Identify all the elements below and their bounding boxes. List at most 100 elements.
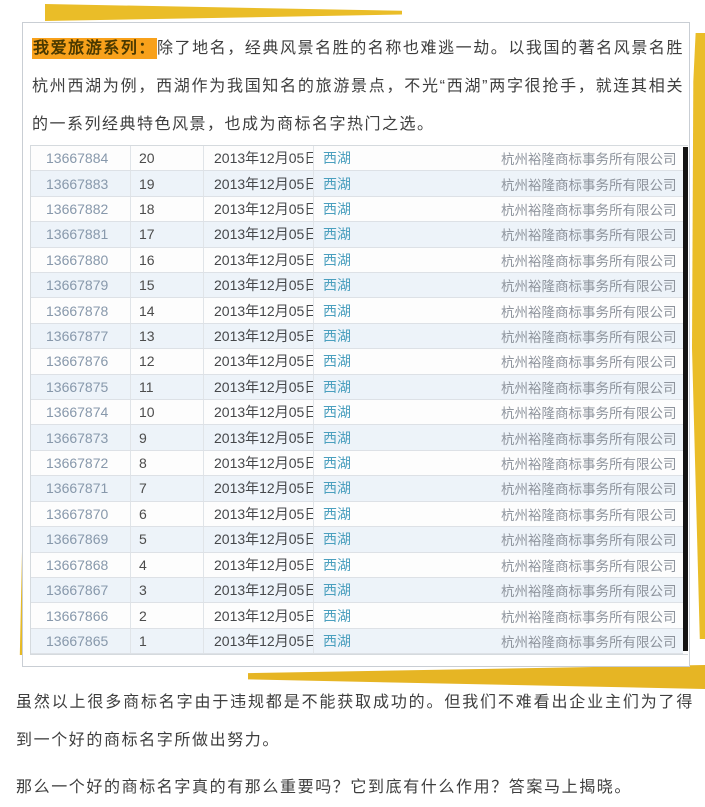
cell-trademark-name: 西湖 bbox=[323, 632, 351, 649]
cell-agent-company: 杭州裕隆商标事务所有限公司 bbox=[501, 609, 677, 625]
cell-application-date: 2013年12月05日 bbox=[204, 146, 314, 171]
cell-application-date: 2013年12月05日 bbox=[204, 501, 314, 527]
cell-sequence-number: 8 bbox=[131, 450, 204, 476]
cell-agent-company: 杭州裕隆商标事务所有限公司 bbox=[501, 482, 677, 498]
table-row: 13667868 4 2013年12月05日 西湖 杭州裕隆商标事务所有限公司 bbox=[31, 552, 683, 578]
cell-application-date: 2013年12月05日 bbox=[204, 400, 314, 425]
cell-application-number: 13667865 bbox=[31, 628, 131, 654]
top-ribbon-decoration bbox=[45, 4, 402, 21]
cell-sequence-number: 1 bbox=[131, 628, 204, 654]
table-row: 13667869 5 2013年12月05日 西湖 杭州裕隆商标事务所有限公司 bbox=[31, 527, 683, 553]
cell-application-date: 2013年12月05日 bbox=[204, 171, 314, 196]
cell-agent-company: 杭州裕隆商标事务所有限公司 bbox=[501, 253, 677, 269]
cell-application-date: 2013年12月05日 bbox=[204, 196, 314, 222]
cell-trademark-name: 西湖 bbox=[323, 378, 351, 395]
table-scrollbar[interactable] bbox=[683, 147, 688, 651]
cell-trademark-name: 西湖 bbox=[323, 150, 351, 167]
cell-application-number: 13667877 bbox=[31, 323, 131, 349]
cell-application-date: 2013年12月05日 bbox=[204, 425, 314, 450]
cell-application-number: 13667881 bbox=[31, 222, 131, 247]
cell-sequence-number: 10 bbox=[131, 400, 204, 425]
cell-application-date: 2013年12月05日 bbox=[204, 450, 314, 476]
intro-paragraph: 我爱旅游系列：除了地名，经典风景名胜的名称也难逃一劫。以我国的著名风景名胜杭州西… bbox=[32, 30, 684, 144]
table-row: 13667875 11 2013年12月05日 西湖 杭州裕隆商标事务所有限公司 bbox=[31, 374, 683, 401]
footer-paragraph-1: 虽然以上很多商标名字由于违规都是不能获取成功的。但我们不难看出企业主们为了得到一… bbox=[16, 694, 694, 749]
cell-application-number: 13667883 bbox=[31, 171, 131, 196]
table-row: 13667879 15 2013年12月05日 西湖 杭州裕隆商标事务所有限公司 bbox=[31, 273, 683, 299]
cell-application-date: 2013年12月05日 bbox=[204, 628, 314, 654]
cell-sequence-number: 16 bbox=[131, 247, 204, 273]
cell-application-date: 2013年12月05日 bbox=[204, 298, 314, 323]
cell-application-date: 2013年12月05日 bbox=[204, 374, 314, 400]
cell-trademark-name: 西湖 bbox=[323, 302, 351, 319]
cell-agent-company: 杭州裕隆商标事务所有限公司 bbox=[501, 228, 677, 244]
cell-application-number: 13667878 bbox=[31, 298, 131, 323]
cell-trademark-name: 西湖 bbox=[323, 429, 351, 446]
cell-application-number: 13667882 bbox=[31, 196, 131, 222]
cell-application-number: 13667867 bbox=[31, 577, 131, 603]
cell-sequence-number: 3 bbox=[131, 577, 204, 603]
table-row: 13667880 16 2013年12月05日 西湖 杭州裕隆商标事务所有限公司 bbox=[31, 247, 683, 274]
cell-trademark-name: 西湖 bbox=[323, 505, 351, 522]
article-card: 我爱旅游系列：除了地名，经典风景名胜的名称也难逃一劫。以我国的著名风景名胜杭州西… bbox=[22, 22, 690, 667]
table-row: 13667876 12 2013年12月05日 西湖 杭州裕隆商标事务所有限公司 bbox=[31, 349, 683, 375]
table-row: 13667870 6 2013年12月05日 西湖 杭州裕隆商标事务所有限公司 bbox=[31, 501, 683, 528]
trademark-table-screenshot: 13667884 20 2013年12月05日 西湖 杭州裕隆商标事务所有限公司… bbox=[30, 145, 688, 655]
cell-sequence-number: 15 bbox=[131, 273, 204, 298]
cell-agent-company: 杭州裕隆商标事务所有限公司 bbox=[501, 558, 677, 574]
cell-sequence-number: 2 bbox=[131, 603, 204, 628]
table-row: 13667874 10 2013年12月05日 西湖 杭州裕隆商标事务所有限公司 bbox=[31, 400, 683, 426]
cell-sequence-number: 7 bbox=[131, 476, 204, 501]
cell-trademark-name: 西湖 bbox=[323, 531, 351, 548]
cell-application-date: 2013年12月05日 bbox=[204, 349, 314, 374]
table-row: 13667882 18 2013年12月05日 西湖 杭州裕隆商标事务所有限公司 bbox=[31, 196, 683, 223]
cell-application-number: 13667875 bbox=[31, 374, 131, 400]
cell-agent-company: 杭州裕隆商标事务所有限公司 bbox=[501, 279, 677, 295]
cell-trademark-name: 西湖 bbox=[323, 277, 351, 294]
table-row: 13667878 14 2013年12月05日 西湖 杭州裕隆商标事务所有限公司 bbox=[31, 298, 683, 324]
table-row: 13667866 2 2013年12月05日 西湖 杭州裕隆商标事务所有限公司 bbox=[31, 603, 683, 629]
cell-trademark-name: 西湖 bbox=[323, 251, 351, 268]
cell-application-number: 13667880 bbox=[31, 247, 131, 273]
cell-trademark-name: 西湖 bbox=[323, 582, 351, 599]
cell-application-number: 13667871 bbox=[31, 476, 131, 501]
cell-agent-company: 杭州裕隆商标事务所有限公司 bbox=[501, 584, 677, 600]
intro-text: 除了地名，经典风景名胜的名称也难逃一劫。以我国的著名风景名胜杭州西湖为例，西湖作… bbox=[32, 40, 684, 133]
cell-application-date: 2013年12月05日 bbox=[204, 577, 314, 603]
table-row: 13667881 17 2013年12月05日 西湖 杭州裕隆商标事务所有限公司 bbox=[31, 222, 683, 248]
cell-sequence-number: 14 bbox=[131, 298, 204, 323]
cell-trademark-name: 西湖 bbox=[323, 480, 351, 497]
table-row: 13667867 3 2013年12月05日 西湖 杭州裕隆商标事务所有限公司 bbox=[31, 577, 683, 604]
cell-agent-company: 杭州裕隆商标事务所有限公司 bbox=[501, 507, 677, 523]
cell-trademark-name: 西湖 bbox=[323, 328, 351, 345]
cell-application-date: 2013年12月05日 bbox=[204, 603, 314, 628]
cell-application-number: 13667870 bbox=[31, 501, 131, 527]
cell-agent-company: 杭州裕隆商标事务所有限公司 bbox=[501, 304, 677, 320]
cell-application-number: 13667869 bbox=[31, 527, 131, 552]
table-row: 13667871 7 2013年12月05日 西湖 杭州裕隆商标事务所有限公司 bbox=[31, 476, 683, 502]
cell-application-number: 13667866 bbox=[31, 603, 131, 628]
cell-sequence-number: 17 bbox=[131, 222, 204, 247]
cell-application-date: 2013年12月05日 bbox=[204, 247, 314, 273]
cell-trademark-name: 西湖 bbox=[323, 353, 351, 370]
cell-agent-company: 杭州裕隆商标事务所有限公司 bbox=[501, 152, 677, 168]
cell-sequence-number: 12 bbox=[131, 349, 204, 374]
cell-application-number: 13667874 bbox=[31, 400, 131, 425]
cell-sequence-number: 20 bbox=[131, 146, 204, 171]
table-row: 13667877 13 2013年12月05日 西湖 杭州裕隆商标事务所有限公司 bbox=[31, 323, 683, 350]
cell-agent-company: 杭州裕隆商标事务所有限公司 bbox=[501, 355, 677, 371]
footer-text: 虽然以上很多商标名字由于违规都是不能获取成功的。但我们不难看出企业主们为了得到一… bbox=[16, 684, 694, 807]
cell-trademark-name: 西湖 bbox=[323, 556, 351, 573]
table-row: 13667884 20 2013年12月05日 西湖 杭州裕隆商标事务所有限公司 bbox=[31, 146, 683, 172]
footer-paragraph-2: 那么一个好的商标名字真的有那么重要吗？它到底有什么作用？答案马上揭晓。 bbox=[16, 779, 633, 796]
cell-application-date: 2013年12月05日 bbox=[204, 222, 314, 247]
table-row: 13667872 8 2013年12月05日 西湖 杭州裕隆商标事务所有限公司 bbox=[31, 450, 683, 477]
cell-sequence-number: 13 bbox=[131, 323, 204, 349]
cell-sequence-number: 4 bbox=[131, 552, 204, 577]
cell-agent-company: 杭州裕隆商标事务所有限公司 bbox=[501, 330, 677, 346]
cell-application-number: 13667872 bbox=[31, 450, 131, 476]
cell-trademark-name: 西湖 bbox=[323, 175, 351, 192]
right-ribbon-decoration bbox=[692, 33, 705, 639]
cell-sequence-number: 11 bbox=[131, 374, 204, 400]
series-title-highlight: 我爱旅游系列： bbox=[32, 38, 157, 59]
